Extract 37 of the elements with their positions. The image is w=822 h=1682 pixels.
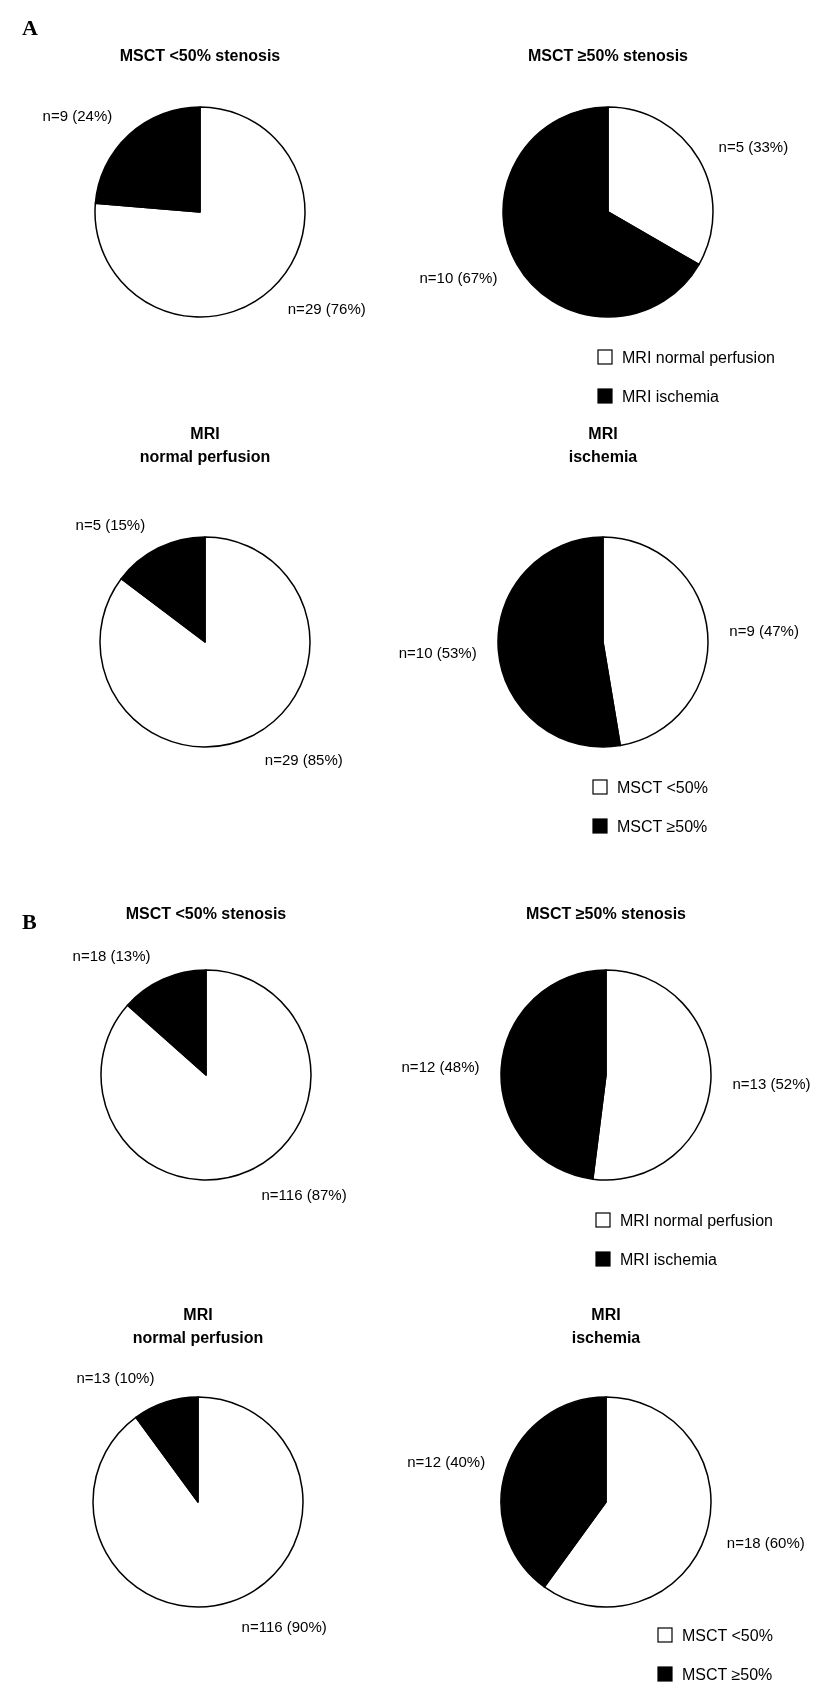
data-label: n=18 (13%) <box>72 946 151 964</box>
data-label: n=5 (15%) <box>75 515 146 533</box>
data-label: n=5 (33%) <box>718 137 789 155</box>
text: A <box>22 14 38 40</box>
legend-label: MRI ischemia <box>622 387 720 405</box>
legend-label: MRI normal perfusion <box>620 1211 773 1229</box>
data-label: n=9 (47%) <box>729 622 799 640</box>
legend-label: MSCT ≥50% <box>617 817 708 835</box>
pie-slice <box>99 536 311 748</box>
legend-label: MSCT ≥50% <box>682 1665 773 1682</box>
data-label: n=13 (52%) <box>732 1074 811 1092</box>
chart-title: MSCT ≥50% stenosis <box>526 905 687 922</box>
data-label: n=29 (76%) <box>287 299 366 317</box>
data-label: n=18 (60%) <box>726 1533 805 1551</box>
chart-title: MSCT <50% stenosis <box>119 47 281 64</box>
legend-label: MSCT <50% <box>617 778 708 796</box>
data-label: n=12 (40%) <box>407 1452 486 1470</box>
chart-title: MSCT <50% stenosis <box>125 905 287 922</box>
data-label: n=12 (48%) <box>401 1058 480 1076</box>
legend-label: MRI normal perfusion <box>622 348 775 366</box>
data-label: n=29 (85%) <box>264 750 343 768</box>
data-label: n=116 (87%) <box>261 1185 347 1203</box>
pie-slice <box>92 1396 304 1608</box>
chart-title: MRI ischemia <box>568 425 638 466</box>
pie-slice <box>100 969 312 1181</box>
data-label: n=116 (90%) <box>241 1617 327 1635</box>
chart-title: MRI normal perfusion <box>132 1306 264 1347</box>
data-label: n=9 (24%) <box>42 106 113 124</box>
data-label: n=10 (67%) <box>419 268 498 286</box>
data-label: n=13 (10%) <box>76 1368 155 1386</box>
chart-title: MRI ischemia <box>571 1306 641 1347</box>
text: B <box>22 908 37 934</box>
legend-label: MRI ischemia <box>620 1250 718 1268</box>
chart-title: MRI normal perfusion <box>139 425 271 466</box>
chart-title: MSCT ≥50% stenosis <box>528 47 689 64</box>
data-label: n=10 (53%) <box>398 644 477 662</box>
legend-label: MSCT <50% <box>682 1626 773 1644</box>
